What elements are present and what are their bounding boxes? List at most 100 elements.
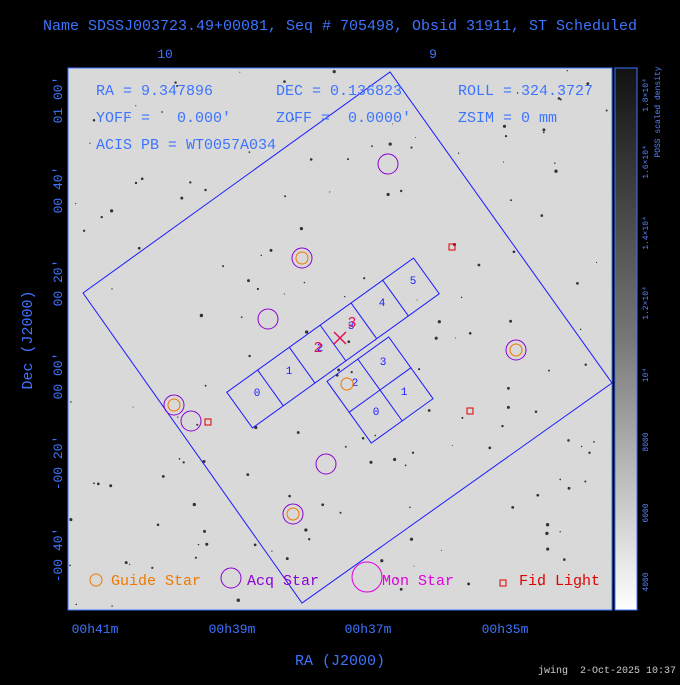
field-star	[222, 265, 225, 268]
field-star	[203, 529, 206, 533]
field-star	[501, 424, 504, 428]
aimpoint-label: 2	[313, 340, 322, 357]
field-star	[605, 109, 608, 112]
field-star	[350, 370, 353, 374]
field-star	[260, 254, 263, 257]
field-star	[566, 70, 568, 72]
field-star	[361, 437, 365, 440]
field-star	[554, 162, 556, 164]
info: ROLL = 324.3727	[458, 83, 593, 100]
field-star	[344, 295, 346, 298]
chip-label: 4	[379, 298, 386, 310]
field-star	[593, 441, 595, 443]
field-star	[511, 505, 515, 509]
info: DEC = 0.136823	[276, 83, 402, 100]
field-star	[292, 118, 295, 120]
field-star	[545, 531, 549, 536]
colorbar-label: POSS scaled density	[654, 66, 663, 157]
field-star	[156, 523, 160, 527]
field-star	[246, 473, 250, 477]
field-star	[371, 145, 373, 148]
info: ACIS PB = WT0057A034	[96, 137, 276, 154]
legend-marker	[499, 579, 507, 587]
field-star	[239, 71, 241, 73]
field-star	[386, 192, 390, 197]
legend-label: Guide Star	[111, 573, 201, 590]
field-star	[283, 80, 286, 83]
field-star	[70, 401, 72, 403]
chip-label: 0	[254, 388, 261, 400]
field-star	[580, 445, 583, 448]
field-star	[151, 566, 154, 570]
field-star	[540, 214, 544, 217]
field-star	[304, 528, 308, 532]
field-star	[321, 503, 325, 507]
field-star	[410, 146, 413, 149]
legend-marker	[89, 573, 103, 587]
field-star	[248, 354, 251, 358]
top-tick: 10	[157, 47, 173, 62]
field-star	[457, 152, 460, 154]
s-array	[226, 257, 440, 429]
field-star	[506, 405, 510, 409]
field-star	[579, 328, 582, 331]
field-star	[369, 460, 373, 464]
field-star	[461, 416, 464, 419]
field-star	[562, 558, 566, 561]
acq-stars	[163, 153, 527, 525]
field-star	[140, 177, 144, 181]
colorbar-tick: 10⁴	[642, 368, 651, 382]
field-star	[504, 134, 508, 138]
field-star	[576, 282, 579, 285]
legend-marker	[351, 561, 383, 593]
field-star	[337, 368, 341, 372]
info: RA = 9.347896	[96, 83, 213, 100]
colorbar-tick: 6000	[642, 503, 651, 522]
aimpoint-label: 3	[347, 315, 356, 332]
field-star	[111, 288, 113, 290]
field-star	[516, 92, 519, 94]
field-star	[542, 131, 545, 134]
field-star	[567, 439, 570, 442]
colorbar-tick: 4000	[642, 572, 651, 591]
x-tick-label: 00h37m	[345, 622, 392, 637]
field-star	[595, 261, 598, 264]
field-star	[584, 480, 587, 483]
legend-label: Mon Star	[382, 573, 454, 590]
field-star	[534, 410, 538, 413]
field-star	[536, 493, 540, 497]
field-star	[82, 229, 86, 232]
field-star	[132, 406, 134, 408]
field-star	[388, 142, 392, 146]
y-tick-label: 00 20'	[51, 260, 66, 307]
field-star	[400, 189, 403, 193]
field-star	[92, 119, 96, 122]
field-star	[411, 451, 415, 454]
field-star	[468, 331, 472, 335]
field-star	[89, 142, 91, 144]
field-star	[177, 416, 179, 418]
field-star	[253, 543, 257, 547]
field-star	[588, 451, 591, 455]
field-star	[559, 478, 562, 481]
field-star	[374, 434, 377, 437]
chip-label: 0	[373, 407, 380, 419]
info: YOFF = 0.000'	[96, 110, 231, 127]
field-star	[584, 363, 587, 366]
field-star	[178, 458, 181, 460]
colorbar	[614, 67, 638, 611]
field-star	[559, 530, 561, 533]
field-star	[507, 386, 510, 390]
field-star	[69, 518, 73, 522]
y-tick-label: -00 20'	[51, 436, 66, 491]
field-star	[347, 158, 349, 161]
y-axis-label: Dec (J2000)	[20, 290, 37, 389]
field-star	[69, 564, 71, 567]
y-tick-label: 00 40'	[51, 167, 66, 214]
colorbar-ticks: 1.8×10⁴ 1.6×10⁴ 1.4×10⁴ 1.2×10⁴ 10⁴ 8000…	[642, 78, 651, 591]
field-star	[509, 319, 513, 323]
field-star	[197, 543, 200, 546]
chip-label: 1	[286, 366, 293, 378]
field-star	[189, 181, 192, 184]
field-star	[109, 484, 113, 488]
